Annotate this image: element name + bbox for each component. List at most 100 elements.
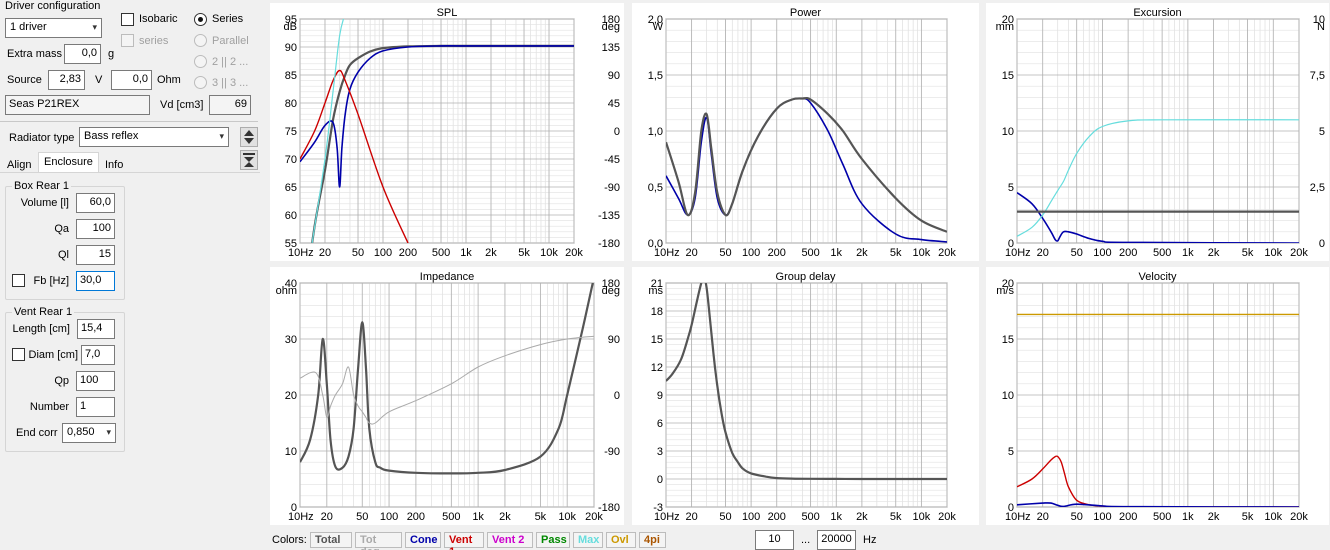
y2-tick-label: 45 — [608, 98, 620, 110]
x-tick-label: 20 — [686, 247, 698, 259]
x-tick-label: 500 — [442, 511, 460, 523]
tab-align[interactable]: Align — [7, 159, 32, 171]
series-tot-deg-line — [300, 335, 594, 425]
y-tick-label: 85 — [285, 70, 297, 82]
x-tick-label: 1k — [472, 511, 484, 523]
source-resistance-input[interactable]: 0,0 — [111, 70, 152, 90]
extra-mass-input[interactable]: 0,0 — [64, 44, 101, 64]
x-tick-label: 1k — [1182, 511, 1194, 523]
x-tick-label: 50 — [356, 511, 368, 523]
x-tick-label: 100 — [374, 247, 392, 259]
ql-input[interactable]: 15 — [76, 245, 115, 265]
range-from-input[interactable]: 10 — [755, 530, 794, 550]
y-unit-label: W — [653, 21, 664, 33]
panel-splitter[interactable] — [260, 0, 268, 530]
volume-input[interactable]: 60,0 — [76, 193, 115, 213]
y-tick-label: 6 — [657, 418, 663, 430]
y-tick-label: 70 — [285, 154, 297, 166]
tab-info[interactable]: Info — [105, 159, 124, 171]
vd-label: Vd [cm3] — [160, 99, 204, 111]
x-tick-label: 20 — [319, 247, 331, 259]
y-tick-label: 0,0 — [648, 238, 663, 250]
diam-input[interactable]: 7,0 — [81, 345, 115, 365]
qa-input[interactable]: 100 — [76, 219, 115, 239]
fb-checkbox[interactable] — [12, 274, 25, 287]
x-tick-label: 500 — [1153, 511, 1171, 523]
x-tick-label: 100 — [380, 511, 398, 523]
series-sub-checkbox[interactable] — [121, 34, 134, 47]
x-tick-label: 200 — [768, 511, 786, 523]
qa-label: Qa — [54, 223, 69, 235]
x-tick-label: 20k — [1290, 247, 1308, 259]
x-tick-label: 500 — [1153, 247, 1171, 259]
source-voltage-input[interactable]: 2,83 — [48, 70, 85, 90]
legend-max-button[interactable]: Max — [573, 532, 603, 548]
x-tick-label: 10Hz — [288, 247, 314, 259]
tab-enclosure[interactable]: Enclosure — [38, 152, 99, 173]
series-radio[interactable] — [194, 13, 207, 26]
series-max-line — [311, 19, 345, 243]
separator — [0, 121, 258, 122]
legend-total-button[interactable]: Total — [310, 532, 352, 548]
x-tick-label: 100 — [742, 511, 760, 523]
legend-tot-deg-button[interactable]: Tot deg — [355, 532, 402, 550]
range-to-input[interactable]: 20000 — [817, 530, 856, 550]
series-label: Series — [212, 13, 244, 25]
driver-count-select[interactable]: 1 driver ▾ — [5, 18, 102, 38]
y-tick-label: 3 — [657, 446, 663, 458]
legend-pass-button[interactable]: Pass — [536, 532, 570, 548]
y2-unit-label: deg — [602, 21, 620, 33]
x-tick-label: 2k — [856, 247, 868, 259]
x-tick-label: 20k — [585, 511, 603, 523]
group-delay-chart-title: Group delay — [775, 271, 836, 283]
series-total-line — [666, 96, 947, 233]
isobaric-checkbox[interactable] — [121, 13, 134, 26]
qp-input[interactable]: 100 — [76, 371, 115, 391]
group-delay-chart: 21 18 15 12 9 6 3 0 -3 ms 10Hz 20 50 100 200 500 1k 2k 5k 1… — [632, 267, 979, 525]
excursion-chart-title: Excursion — [1133, 7, 1182, 19]
tab-panel — [0, 172, 260, 530]
collapse-button[interactable] — [240, 150, 258, 170]
driver-config-title: Driver configuration — [5, 0, 101, 12]
series-cone-line — [1017, 191, 1299, 243]
x-tick-label: 1k — [1182, 247, 1194, 259]
y2-unit-label: deg — [602, 285, 620, 297]
driver-model-field[interactable]: Seas P21REX — [5, 95, 150, 115]
end-corr-select[interactable]: 0,850 ▾ — [62, 423, 116, 443]
parallel-radio[interactable] — [194, 34, 207, 47]
legend-ovl-button[interactable]: Ovl — [606, 532, 636, 548]
vd-field: 69 — [209, 95, 251, 115]
diam-label: Diam [cm] — [28, 349, 79, 361]
legend-vent-2-button[interactable]: Vent 2 — [487, 532, 533, 548]
diam-checkbox[interactable] — [12, 348, 25, 361]
option-2-radio[interactable] — [194, 55, 207, 68]
extra-mass-unit: g — [108, 48, 115, 60]
legend-cone-button[interactable]: Cone — [405, 532, 441, 548]
option-3-radio[interactable] — [194, 76, 207, 89]
group-delay-plot-svg: 21 18 15 12 9 6 3 0 -3 ms 10Hz 20 50 100 200 500 1k 2k 5k 1… — [648, 278, 956, 523]
legend-vent-1-button[interactable]: Vent 1 — [444, 532, 484, 550]
y-tick-label: 15 — [1002, 70, 1014, 82]
x-tick-label: 500 — [801, 511, 819, 523]
y-tick-label: 20 — [285, 390, 297, 402]
number-input[interactable]: 1 — [76, 397, 115, 417]
legend-4pi-button[interactable]: 4pi — [639, 532, 666, 548]
scroll-up-down-button[interactable] — [240, 127, 258, 147]
fb-input[interactable]: 30,0 — [76, 271, 115, 291]
y2-tick-label: 90 — [608, 334, 620, 346]
y2-tick-label: -180 — [598, 238, 620, 250]
y-tick-label: 5 — [1008, 446, 1014, 458]
y2-tick-label: 0 — [614, 390, 620, 402]
radiator-type-select[interactable]: Bass reflex ▾ — [79, 127, 229, 147]
source-voltage-unit: V — [95, 74, 103, 86]
y-tick-label: 10 — [285, 446, 297, 458]
y2-tick-label: -45 — [604, 154, 620, 166]
length-input[interactable]: 15,4 — [77, 319, 115, 339]
x-tick-label: 2k — [485, 247, 497, 259]
y2-tick-label: -90 — [604, 446, 620, 458]
y-tick-label: 20 — [1002, 278, 1014, 290]
x-tick-label: 5k — [518, 247, 530, 259]
x-tick-label: 100 — [742, 247, 760, 259]
x-tick-label: 1k — [830, 511, 842, 523]
